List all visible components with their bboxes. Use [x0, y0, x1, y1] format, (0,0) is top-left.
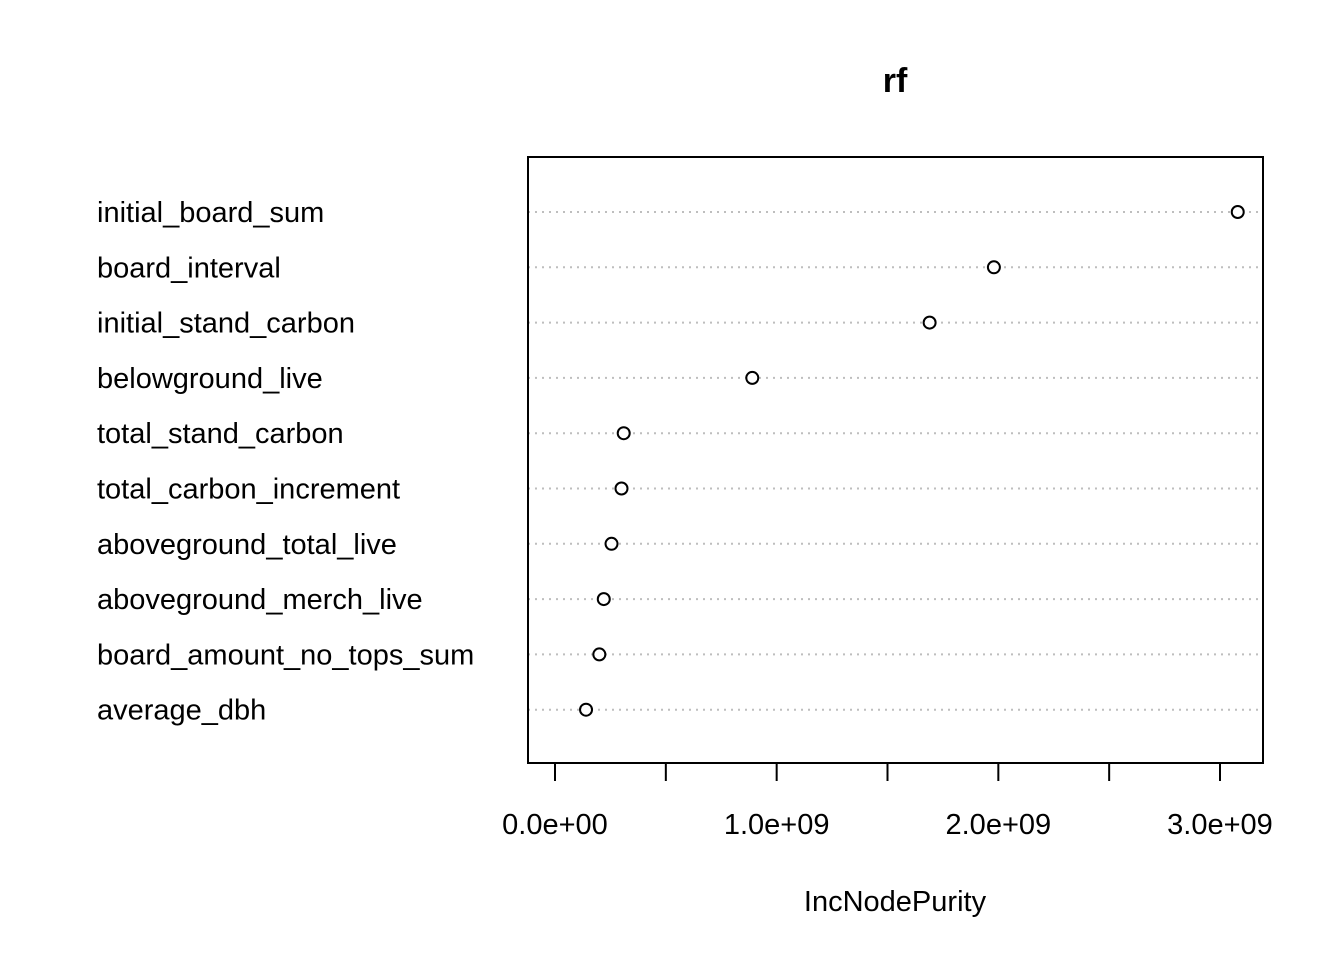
grid-lines: [528, 211, 1263, 711]
variable-label: average_dbh: [97, 695, 266, 727]
importance-point: [745, 370, 760, 385]
variable-label: aboveground_merch_live: [97, 584, 423, 616]
importance-point: [596, 592, 611, 607]
variable-label: initial_board_sum: [97, 197, 324, 229]
importance-point: [986, 260, 1001, 275]
importance-point: [592, 647, 607, 662]
importance-point: [1230, 205, 1245, 219]
variable-label: belowground_live: [97, 363, 323, 395]
x-tick-label: 0.0e+00: [502, 809, 608, 841]
importance-point: [579, 702, 594, 717]
x-tick-label: 2.0e+09: [946, 809, 1052, 841]
variable-label: initial_stand_carbon: [97, 308, 355, 340]
x-tick-label: 1.0e+09: [724, 809, 830, 841]
variable-label: board_interval: [97, 252, 281, 284]
importance-points: [579, 205, 1245, 717]
importance-point: [604, 536, 619, 551]
chart-title: rf: [883, 62, 908, 100]
x-axis: 0.0e+00 1.0e+09 2.0e+09 3.0e+09: [502, 762, 1273, 841]
variable-labels: initial_board_sum board_interval initial_s…: [97, 197, 474, 727]
variable-label: aboveground_total_live: [97, 529, 397, 561]
importance-point: [922, 315, 937, 330]
x-tick-label: 3.0e+09: [1167, 809, 1273, 841]
importance-point: [616, 426, 631, 441]
importance-point: [614, 481, 629, 496]
variable-label: total_carbon_increment: [97, 474, 400, 506]
variable-label: total_stand_carbon: [97, 418, 344, 450]
x-axis-label: IncNodePurity: [804, 886, 987, 918]
variable-label: board_amount_no_tops_sum: [97, 639, 474, 671]
plot-frame: [527, 156, 1264, 764]
